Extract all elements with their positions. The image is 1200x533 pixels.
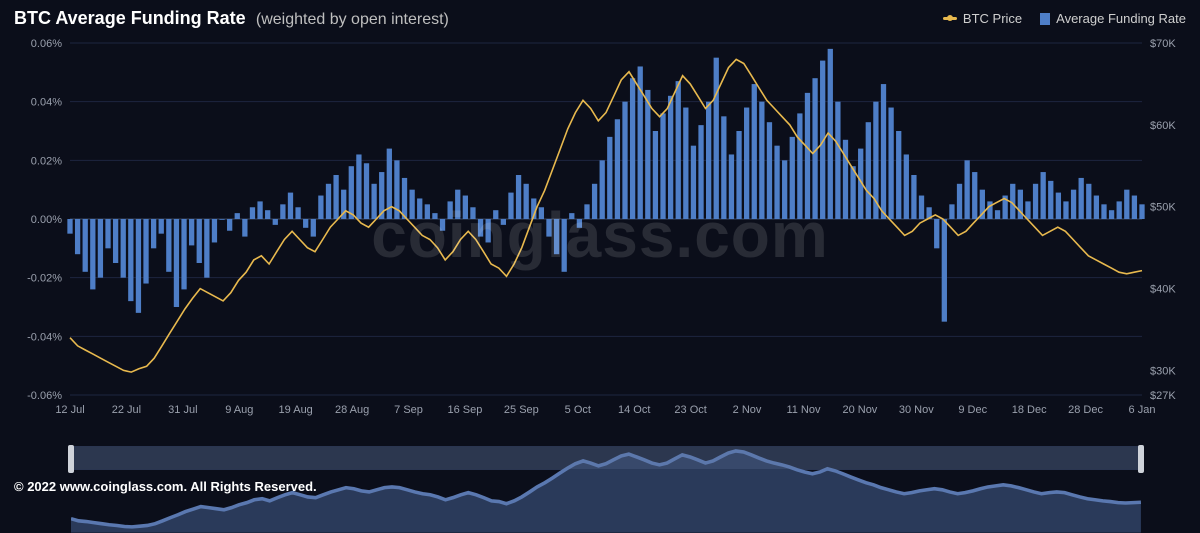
svg-text:19 Aug: 19 Aug xyxy=(279,404,313,416)
svg-text:9 Dec: 9 Dec xyxy=(958,404,987,416)
svg-text:-0.04%: -0.04% xyxy=(27,331,62,343)
range-scrubber[interactable] xyxy=(70,446,1142,470)
svg-text:28 Aug: 28 Aug xyxy=(335,404,369,416)
svg-text:$60K: $60K xyxy=(1150,120,1176,132)
svg-text:0.04%: 0.04% xyxy=(31,97,62,109)
svg-text:16 Sep: 16 Sep xyxy=(448,404,483,416)
chart-title: BTC Average Funding Rate (weighted by op… xyxy=(14,8,449,29)
legend-swatch-bar xyxy=(1040,13,1050,25)
legend: BTC Price Average Funding Rate xyxy=(943,11,1186,26)
svg-text:$30K: $30K xyxy=(1150,365,1176,377)
svg-text:22 Jul: 22 Jul xyxy=(112,404,141,416)
svg-text:0.02%: 0.02% xyxy=(31,155,62,167)
svg-text:0.00%: 0.00% xyxy=(31,214,62,226)
scrubber-selection[interactable] xyxy=(71,447,1141,469)
svg-text:$70K: $70K xyxy=(1150,38,1176,50)
chart-area[interactable]: 0.06% 0.04% 0.02% 0.00% -0.02% -0.04% -0.06% $7… xyxy=(10,35,1190,435)
legend-swatch-line xyxy=(943,17,957,20)
svg-text:23 Oct: 23 Oct xyxy=(674,404,706,416)
svg-text:-0.02%: -0.02% xyxy=(27,273,62,285)
svg-text:20 Nov: 20 Nov xyxy=(842,404,877,416)
svg-text:11 Nov: 11 Nov xyxy=(786,404,821,416)
svg-text:2 Nov: 2 Nov xyxy=(733,404,762,416)
svg-text:$27K: $27K xyxy=(1150,390,1176,402)
svg-text:$40K: $40K xyxy=(1150,284,1176,296)
svg-text:7 Sep: 7 Sep xyxy=(394,404,423,416)
svg-text:25 Sep: 25 Sep xyxy=(504,404,539,416)
legend-price-label: BTC Price xyxy=(963,11,1022,26)
legend-rate-label: Average Funding Rate xyxy=(1056,11,1186,26)
title-main: BTC Average Funding Rate xyxy=(14,8,246,28)
svg-text:5 Oct: 5 Oct xyxy=(565,404,591,416)
svg-text:9 Aug: 9 Aug xyxy=(225,404,253,416)
scrubber-handle-left[interactable] xyxy=(68,445,74,473)
svg-text:31 Jul: 31 Jul xyxy=(168,404,197,416)
chart-svg: 0.06% 0.04% 0.02% 0.00% -0.02% -0.04% -0.06% $7… xyxy=(10,35,1190,435)
svg-text:0.06%: 0.06% xyxy=(31,38,62,50)
svg-text:-0.06%: -0.06% xyxy=(27,390,62,402)
svg-text:18 Dec: 18 Dec xyxy=(1012,404,1047,416)
title-sub: (weighted by open interest) xyxy=(256,11,449,28)
svg-text:14 Oct: 14 Oct xyxy=(618,404,650,416)
svg-text:30 Nov: 30 Nov xyxy=(899,404,934,416)
svg-text:12 Jul: 12 Jul xyxy=(55,404,84,416)
svg-text:$50K: $50K xyxy=(1150,202,1176,214)
svg-text:28 Dec: 28 Dec xyxy=(1068,404,1103,416)
header: BTC Average Funding Rate (weighted by op… xyxy=(14,8,1186,29)
legend-btc-price[interactable]: BTC Price xyxy=(943,11,1022,26)
scrubber-handle-right[interactable] xyxy=(1138,445,1144,473)
legend-funding-rate[interactable]: Average Funding Rate xyxy=(1040,11,1186,26)
copyright: © 2022 www.coinglass.com. All Rights Res… xyxy=(14,479,317,494)
svg-text:6 Jan: 6 Jan xyxy=(1129,404,1156,416)
